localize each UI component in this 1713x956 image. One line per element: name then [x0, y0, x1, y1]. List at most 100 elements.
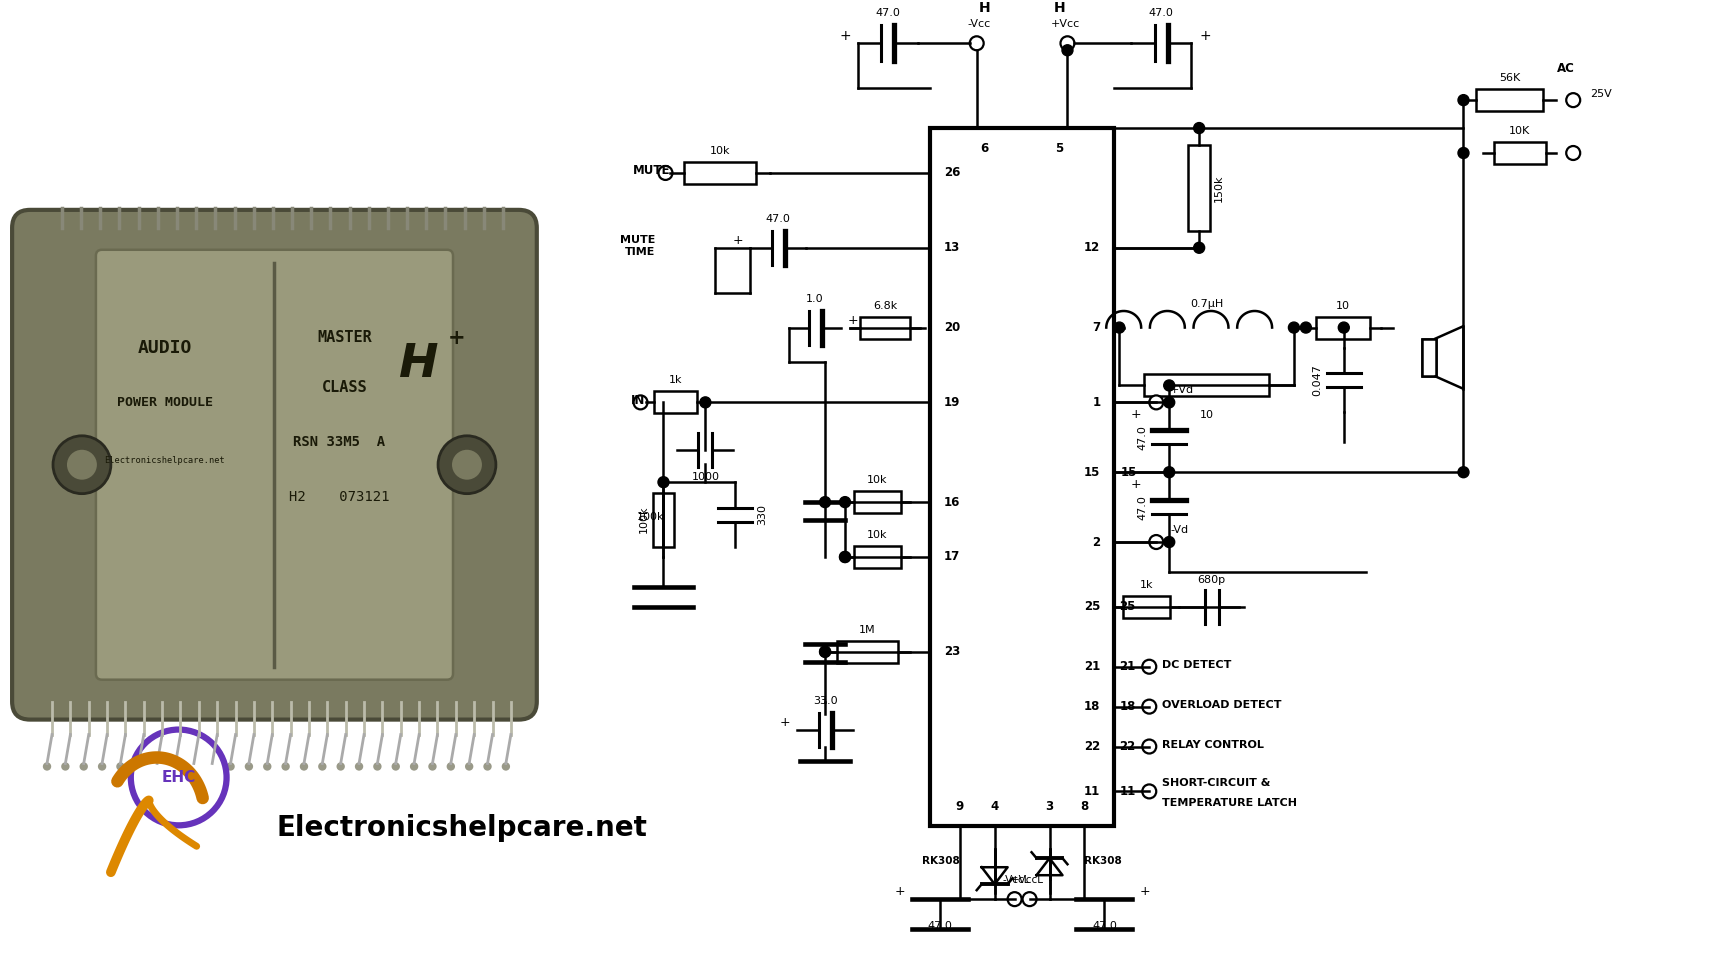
Text: H: H: [978, 1, 990, 15]
Circle shape: [98, 762, 106, 771]
Circle shape: [1163, 397, 1175, 408]
Text: 7: 7: [1093, 321, 1100, 334]
Text: 47.0: 47.0: [875, 9, 901, 18]
Text: AUDIO: AUDIO: [137, 338, 192, 357]
Circle shape: [1163, 536, 1175, 548]
Text: 12: 12: [1084, 241, 1100, 254]
Text: 18: 18: [1119, 700, 1136, 713]
Text: 47.0: 47.0: [766, 214, 791, 224]
Circle shape: [43, 762, 51, 771]
Text: 100k: 100k: [637, 512, 665, 522]
Circle shape: [1338, 322, 1350, 333]
Circle shape: [701, 397, 711, 408]
Text: 25: 25: [1119, 600, 1136, 614]
Text: DC DETECT: DC DETECT: [1161, 660, 1232, 670]
Text: 13: 13: [944, 241, 959, 254]
Circle shape: [1458, 467, 1470, 478]
Text: H2    073121: H2 073121: [289, 490, 389, 504]
Circle shape: [819, 646, 831, 657]
Text: +Vd: +Vd: [1170, 385, 1194, 396]
Circle shape: [190, 762, 199, 771]
Text: 18: 18: [1084, 700, 1100, 713]
Text: CLASS: CLASS: [322, 380, 367, 395]
Circle shape: [447, 762, 456, 771]
Text: SHORT-CIRCUIT &: SHORT-CIRCUIT &: [1161, 778, 1271, 789]
Text: 47.0: 47.0: [1137, 424, 1148, 449]
Text: 33.0: 33.0: [812, 696, 838, 706]
Circle shape: [264, 762, 271, 771]
Circle shape: [1194, 242, 1204, 253]
Circle shape: [1458, 95, 1470, 105]
Circle shape: [1143, 785, 1156, 798]
Text: -Vcc: -Vcc: [968, 19, 990, 30]
Circle shape: [135, 762, 142, 771]
Text: +: +: [1131, 478, 1141, 490]
Circle shape: [53, 436, 111, 493]
Circle shape: [819, 646, 831, 657]
Bar: [1316, 316, 1370, 338]
Text: 22: 22: [1119, 740, 1136, 753]
Text: 10k: 10k: [711, 146, 730, 156]
Circle shape: [281, 762, 289, 771]
Circle shape: [634, 396, 648, 409]
Text: 3: 3: [1045, 800, 1053, 814]
Circle shape: [1143, 660, 1156, 674]
Bar: [930, 128, 1115, 826]
Text: MUTE: MUTE: [634, 164, 670, 178]
Circle shape: [336, 762, 344, 771]
Text: +Vcc: +Vcc: [1050, 19, 1081, 30]
Circle shape: [1458, 147, 1470, 159]
Circle shape: [1194, 122, 1204, 134]
Text: -Vd: -Vd: [1170, 525, 1189, 535]
Circle shape: [1062, 45, 1072, 55]
Circle shape: [1149, 396, 1163, 409]
Text: 330: 330: [757, 504, 767, 525]
Text: 9: 9: [956, 800, 964, 814]
Text: 1000: 1000: [692, 472, 719, 482]
Bar: [1189, 144, 1209, 231]
Circle shape: [839, 552, 851, 562]
Text: 47.0: 47.0: [1137, 494, 1148, 519]
Text: 56K: 56K: [1499, 74, 1521, 83]
Text: 2: 2: [1093, 535, 1100, 549]
Text: POWER MODULE: POWER MODULE: [116, 396, 212, 409]
Text: 22: 22: [1084, 740, 1100, 753]
Bar: [855, 546, 901, 568]
Text: +: +: [839, 30, 851, 43]
Circle shape: [428, 762, 437, 771]
Text: 25: 25: [1084, 600, 1100, 614]
Circle shape: [137, 776, 161, 800]
Text: 100k: 100k: [639, 506, 649, 533]
Bar: [1494, 142, 1547, 164]
Text: 1k: 1k: [668, 376, 682, 385]
Text: +: +: [1199, 30, 1211, 43]
Circle shape: [300, 762, 308, 771]
Circle shape: [319, 762, 327, 771]
Circle shape: [1163, 380, 1175, 391]
Text: +: +: [1131, 408, 1141, 421]
Circle shape: [970, 36, 983, 51]
Text: 47.0: 47.0: [1149, 9, 1173, 18]
Text: 10: 10: [1336, 300, 1350, 311]
Circle shape: [1149, 535, 1163, 549]
Text: +VccL: +VccL: [1011, 875, 1043, 885]
Text: 4: 4: [990, 800, 999, 814]
Text: RELAY CONTROL: RELAY CONTROL: [1161, 740, 1264, 750]
Bar: [654, 391, 697, 413]
Bar: [855, 491, 901, 513]
Text: MUTE
TIME: MUTE TIME: [620, 235, 656, 256]
Text: 15: 15: [1084, 466, 1100, 479]
Text: +: +: [449, 328, 466, 348]
Text: +: +: [733, 234, 743, 248]
Text: RK308: RK308: [1084, 857, 1122, 866]
Bar: [860, 316, 910, 338]
Circle shape: [502, 762, 510, 771]
Text: H: H: [1053, 1, 1065, 15]
Text: 17: 17: [944, 551, 959, 563]
Text: 0.7μH: 0.7μH: [1191, 299, 1223, 309]
Circle shape: [409, 762, 418, 771]
Circle shape: [62, 762, 70, 771]
Text: -VccL: -VccL: [1002, 875, 1030, 885]
Circle shape: [1143, 700, 1156, 713]
Text: 20: 20: [944, 321, 959, 334]
